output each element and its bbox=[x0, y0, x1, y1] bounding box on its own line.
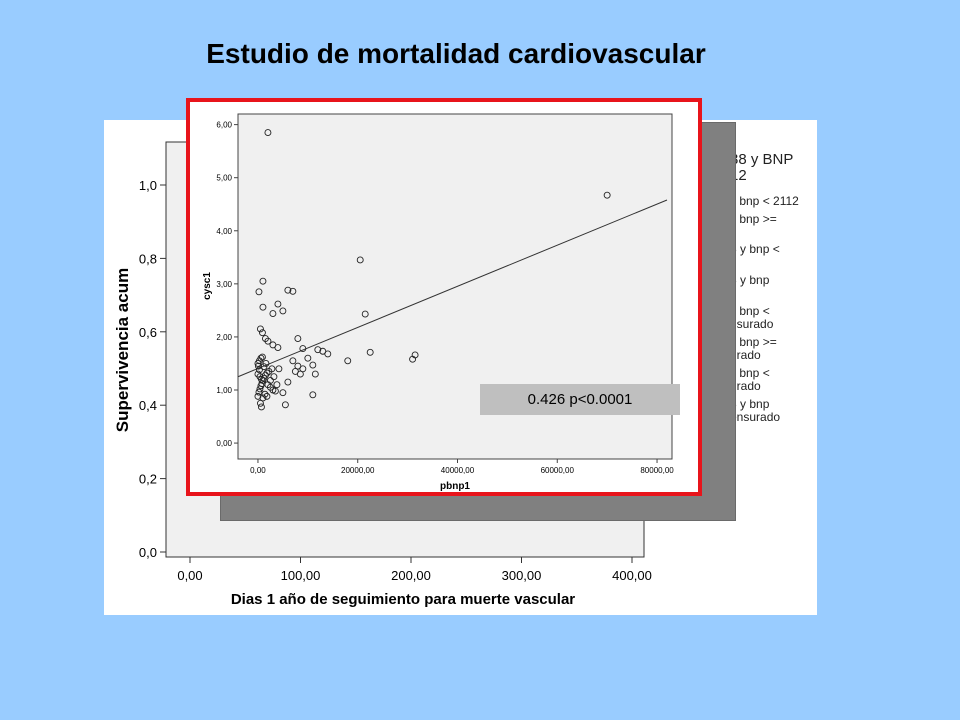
x-tick-label: 400,00 bbox=[612, 568, 652, 583]
correlation-stat-box: 0.426 p<0.0001 bbox=[480, 384, 680, 415]
scatter-point bbox=[304, 354, 312, 362]
legend-fragment: urado bbox=[730, 348, 761, 362]
scatter-point bbox=[279, 307, 287, 315]
scatter-point bbox=[256, 366, 263, 374]
scatter-point bbox=[259, 303, 267, 311]
scatter-point bbox=[261, 390, 269, 398]
x-tick-label: 80000,00 bbox=[640, 466, 674, 475]
scatter-point bbox=[254, 392, 262, 400]
survival-legend: 38 y BNP 12 y bnp < 2112 y bnp >= 3 y bn… bbox=[730, 150, 810, 430]
scatter-point bbox=[257, 403, 265, 411]
scatter-point bbox=[274, 344, 282, 351]
legend-fragment: ensurado bbox=[730, 410, 781, 424]
scatter-x-axis-label: pbnp1 bbox=[440, 481, 470, 492]
scatter-point bbox=[294, 335, 302, 342]
scatter-point bbox=[289, 287, 297, 295]
legend-fragment: y bnp >= bbox=[730, 212, 777, 226]
scatter-point bbox=[296, 370, 304, 378]
y-tick-label: 0,6 bbox=[139, 325, 157, 340]
legend-fragment: y bnp < 2112 bbox=[730, 194, 799, 208]
scatter-point bbox=[356, 256, 364, 264]
scatter-point bbox=[259, 277, 267, 285]
scatter-point bbox=[254, 370, 262, 378]
y-tick-label: 4,00 bbox=[216, 227, 232, 236]
scatter-point bbox=[314, 346, 322, 354]
survival-x-axis-label: Dias 1 año de seguimiento para muerte va… bbox=[231, 591, 575, 608]
x-tick-label: 300,00 bbox=[502, 568, 542, 583]
scatter-point bbox=[279, 389, 287, 397]
scatter-point bbox=[255, 288, 263, 296]
y-tick-label: 2,00 bbox=[216, 333, 232, 342]
scatter-point bbox=[262, 360, 270, 367]
scatter-point bbox=[603, 191, 611, 199]
y-tick-label: 0,0 bbox=[139, 545, 157, 560]
legend-fragment: 38 y BNP bbox=[730, 151, 794, 168]
scatter-point bbox=[255, 388, 263, 396]
y-tick-label: 6,00 bbox=[216, 121, 232, 130]
scatter-point bbox=[258, 353, 266, 361]
y-tick-label: 0,8 bbox=[139, 251, 157, 266]
scatter-point bbox=[289, 357, 297, 365]
scatter-point bbox=[255, 362, 262, 370]
legend-fragment: 3 y bnp < bbox=[730, 242, 780, 256]
scatter-point bbox=[264, 129, 272, 137]
scatter-point bbox=[256, 325, 264, 333]
scatter-chart-frame: 0,00 1,00 2,00 3,00 4,00 5,00 6,00 0,00 20000,0… bbox=[186, 98, 702, 496]
regression-line bbox=[237, 199, 668, 378]
x-tick-label: 200,00 bbox=[391, 568, 431, 583]
scatter-chart-svg: 0,00 1,00 2,00 3,00 4,00 5,00 6,00 0,00 20000,0… bbox=[202, 113, 674, 492]
survival-y-axis-label: Supervivencia acum bbox=[113, 268, 132, 432]
scatter-point bbox=[309, 361, 317, 369]
scatter-x-ticks: 0,00 20000,00 40000,00 60000,00 80000,00 bbox=[250, 459, 674, 475]
scatter-point bbox=[259, 394, 267, 402]
scatter-point bbox=[274, 300, 282, 308]
scatter-point bbox=[324, 350, 332, 358]
scatter-point bbox=[268, 365, 276, 373]
y-tick-label: 3,00 bbox=[216, 280, 232, 289]
scatter-point bbox=[257, 354, 265, 362]
scatter-point bbox=[411, 351, 419, 359]
slide-title: Estudio de mortalidad cardiovascular bbox=[206, 38, 706, 69]
scatter-point bbox=[366, 348, 374, 356]
scatter-y-ticks: 0,00 1,00 2,00 3,00 4,00 5,00 6,00 bbox=[216, 121, 238, 448]
legend-fragment: urado bbox=[730, 379, 761, 393]
scatter-point bbox=[271, 387, 279, 395]
scatter-point bbox=[344, 357, 352, 365]
x-tick-label: 20000,00 bbox=[341, 466, 375, 475]
scatter-point bbox=[284, 378, 292, 386]
scatter-point bbox=[263, 369, 271, 377]
scatter-y-axis-label: cysc1 bbox=[202, 272, 213, 300]
legend-fragment: nsurado bbox=[730, 317, 774, 331]
x-tick-label: 0,00 bbox=[177, 568, 202, 583]
x-tick-label: 0,00 bbox=[250, 466, 266, 475]
scatter-point bbox=[257, 375, 265, 383]
x-tick-label: 40000,00 bbox=[441, 466, 475, 475]
scatter-point bbox=[299, 345, 307, 353]
scatter-points bbox=[254, 129, 611, 411]
x-tick-label: 60000,00 bbox=[541, 466, 575, 475]
survival-x-ticks: 0,00 100,00 200,00 300,00 400,00 bbox=[177, 557, 652, 583]
y-tick-label: 5,00 bbox=[216, 174, 232, 183]
scatter-point bbox=[361, 310, 369, 318]
y-tick-label: 1,00 bbox=[216, 386, 232, 395]
y-tick-label: 0,00 bbox=[216, 439, 232, 448]
y-tick-label: 1,0 bbox=[139, 178, 157, 193]
scatter-point bbox=[269, 310, 277, 318]
scatter-point bbox=[264, 337, 272, 345]
y-tick-label: 0,2 bbox=[139, 472, 157, 487]
scatter-point bbox=[281, 401, 289, 409]
scatter-point bbox=[311, 370, 319, 378]
x-tick-label: 100,00 bbox=[281, 568, 321, 583]
scatter-point bbox=[258, 329, 266, 337]
y-tick-label: 0,4 bbox=[139, 398, 157, 413]
scatter-point bbox=[266, 376, 274, 384]
scatter-point bbox=[309, 391, 317, 399]
scatter-point bbox=[263, 392, 271, 400]
scatter-point bbox=[275, 365, 283, 373]
scatter-point bbox=[273, 381, 281, 389]
survival-y-ticks: 0,0 0,2 0,4 0,6 0,8 1,0 bbox=[139, 178, 166, 560]
scatter-point bbox=[270, 373, 278, 381]
scatter-point bbox=[284, 286, 292, 294]
